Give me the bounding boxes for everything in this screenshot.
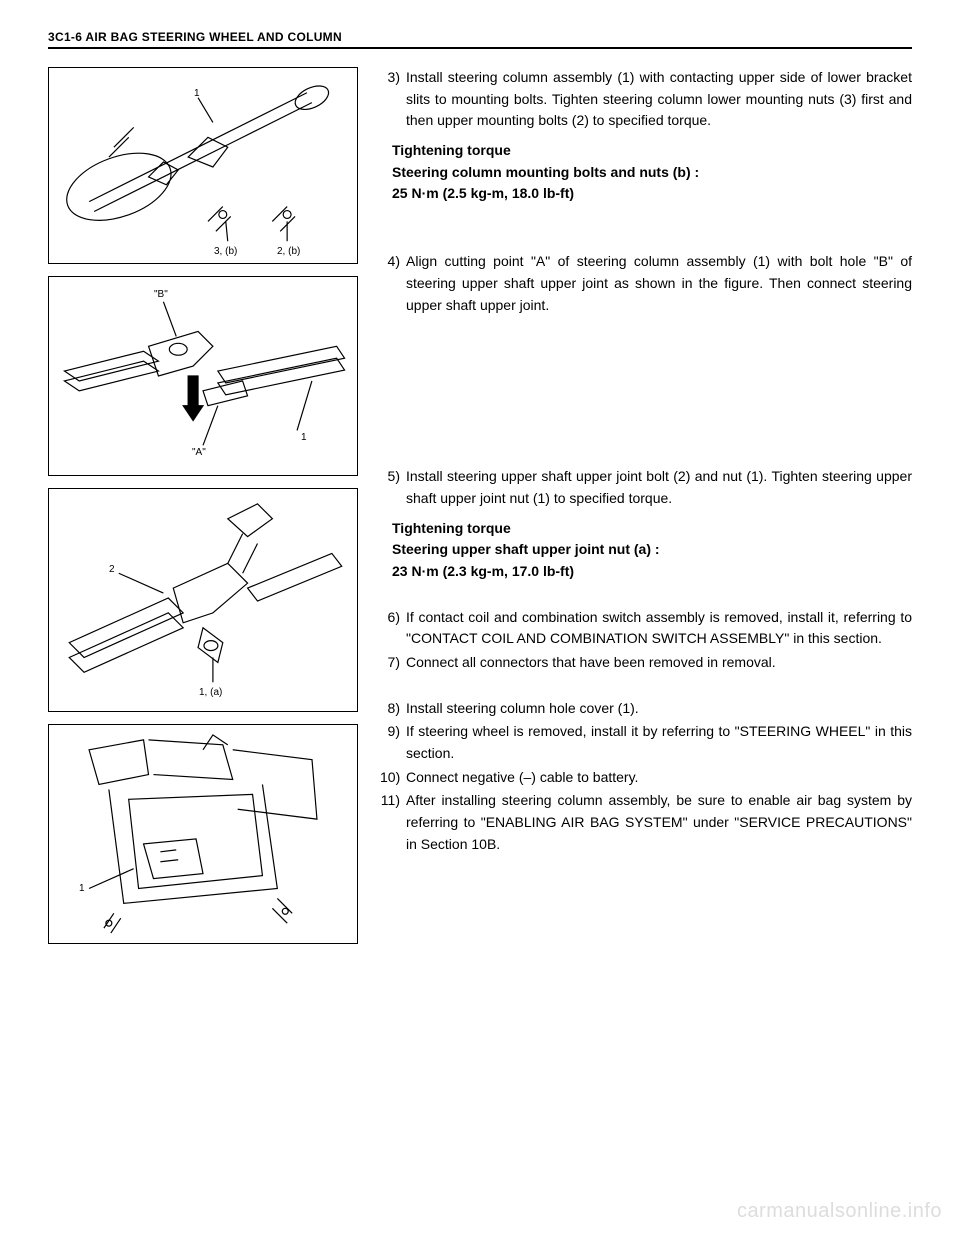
fig2-label-1: 1 [301, 432, 307, 443]
torque-block-1: Tightening torque Steering column mounti… [392, 140, 912, 205]
torque-1-value: 25 N·m (2.5 kg-m, 18.0 lb-ft) [392, 183, 912, 205]
content-layout: 1 3, (b) 2, (b) [48, 67, 912, 956]
instruction-block-8-11: 8) Install steering column hole cover (1… [380, 698, 912, 856]
step-8-text: Install steering column hole cover (1). [406, 698, 912, 720]
torque-2-title: Tightening torque [392, 518, 912, 540]
step-9: 9) If steering wheel is removed, install… [380, 721, 912, 764]
step-10-text: Connect negative (–) cable to battery. [406, 767, 912, 789]
step-8: 8) Install steering column hole cover (1… [380, 698, 912, 720]
torque-1-title: Tightening torque [392, 140, 912, 162]
fig2-label-b: "B" [154, 289, 168, 300]
step-9-text: If steering wheel is removed, install it… [406, 721, 912, 764]
torque-block-2: Tightening torque Steering upper shaft u… [392, 518, 912, 583]
step-5: 5) Install steering upper shaft upper jo… [380, 466, 912, 509]
page-header-title: 3C1-6 AIR BAG STEERING WHEEL AND COLUMN [48, 30, 912, 44]
fig1-label-2: 3, (b) [214, 246, 237, 257]
instruction-block-5: 5) Install steering upper shaft upper jo… [380, 466, 912, 582]
page-header-section: 3C1-6 AIR BAG STEERING WHEEL AND COLUMN [48, 30, 912, 49]
watermark-text: carmanualsonline.info [737, 1200, 942, 1223]
step-3-text: Install steering column assembly (1) wit… [406, 67, 912, 132]
figure-steering-column-hole-cover: 1 [48, 724, 358, 944]
instruction-block-6-7: 6) If contact coil and combination switc… [380, 607, 912, 674]
step-4-num: 4) [380, 251, 406, 316]
step-11-num: 11) [380, 790, 406, 855]
step-5-text: Install steering upper shaft upper joint… [406, 466, 912, 509]
step-10: 10) Connect negative (–) cable to batter… [380, 767, 912, 789]
torque-1-spec: Steering column mounting bolts and nuts … [392, 162, 912, 184]
instruction-block-4: 4) Align cutting point "A" of steering c… [380, 251, 912, 316]
step-6: 6) If contact coil and combination switc… [380, 607, 912, 650]
text-column: 3) Install steering column assembly (1) … [380, 67, 912, 956]
fig4-label-1: 1 [79, 883, 85, 894]
step-4: 4) Align cutting point "A" of steering c… [380, 251, 912, 316]
figure-steering-column-assembly: 1 3, (b) 2, (b) [48, 67, 358, 264]
step-5-num: 5) [380, 466, 406, 509]
step-7-num: 7) [380, 652, 406, 674]
step-6-num: 6) [380, 607, 406, 650]
step-8-num: 8) [380, 698, 406, 720]
step-6-text: If contact coil and combination switch a… [406, 607, 912, 650]
fig1-label-3: 2, (b) [277, 246, 300, 257]
fig2-label-a: "A" [192, 447, 206, 458]
torque-2-value: 23 N·m (2.3 kg-m, 17.0 lb-ft) [392, 561, 912, 583]
diagram-2-svg [49, 277, 357, 475]
fig1-label-1: 1 [194, 88, 200, 99]
diagram-4-svg [49, 725, 357, 943]
diagram-1-svg [49, 68, 357, 263]
step-11: 11) After installing steering column ass… [380, 790, 912, 855]
step-3: 3) Install steering column assembly (1) … [380, 67, 912, 132]
step-11-text: After installing steering column assembl… [406, 790, 912, 855]
step-3-num: 3) [380, 67, 406, 132]
page-container: 3C1-6 AIR BAG STEERING WHEEL AND COLUMN [0, 0, 960, 976]
torque-2-spec: Steering upper shaft upper joint nut (a)… [392, 539, 912, 561]
fig3-label-2: 1, (a) [199, 687, 222, 698]
step-4-text: Align cutting point "A" of steering colu… [406, 251, 912, 316]
step-9-num: 9) [380, 721, 406, 764]
figure-column: 1 3, (b) 2, (b) [48, 67, 358, 956]
figure-upper-joint-bolt: 2 1, (a) [48, 488, 358, 712]
step-10-num: 10) [380, 767, 406, 789]
figure-align-cutting-point: "B" "A" 1 [48, 276, 358, 476]
instruction-block-3: 3) Install steering column assembly (1) … [380, 67, 912, 205]
fig3-label-1: 2 [109, 564, 115, 575]
diagram-3-svg [49, 489, 357, 711]
step-7-text: Connect all connectors that have been re… [406, 652, 912, 674]
step-7: 7) Connect all connectors that have been… [380, 652, 912, 674]
